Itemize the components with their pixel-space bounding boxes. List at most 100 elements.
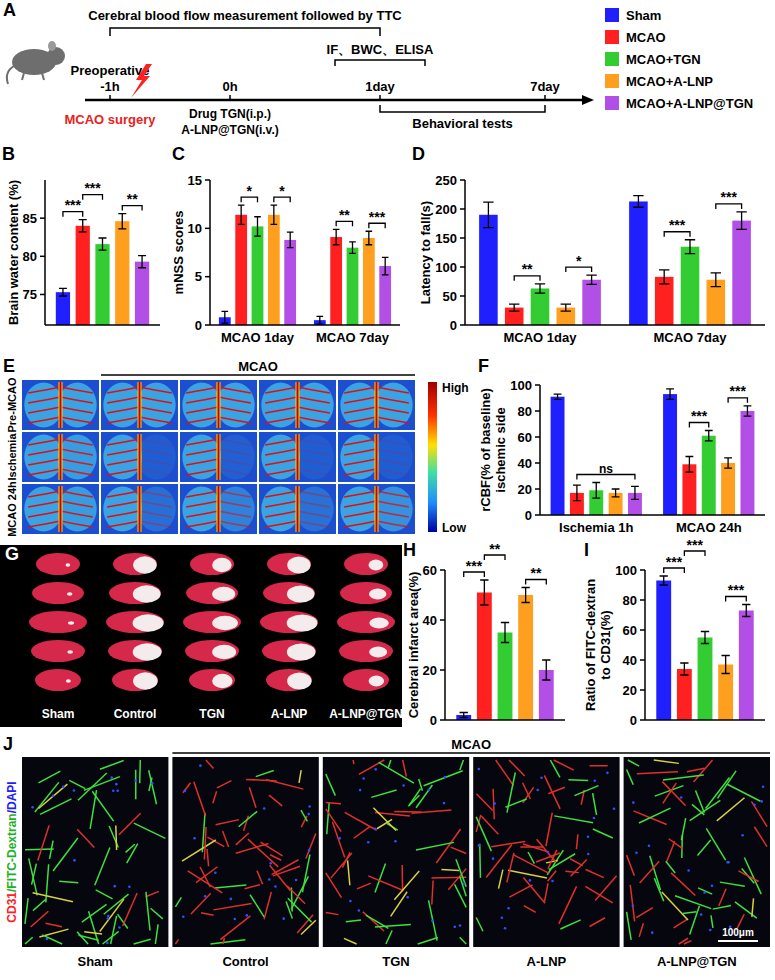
midline-vessel xyxy=(375,382,379,428)
hemisphere xyxy=(137,435,176,480)
vessel xyxy=(306,833,316,858)
row-label: Pre-MCAO xyxy=(6,377,18,432)
y-tick-label: 0 xyxy=(450,318,457,333)
bar-chart: D050100150200250Latency to fall(s)MCAO 1… xyxy=(412,144,765,345)
vessel xyxy=(84,777,120,791)
vessel xyxy=(690,800,721,820)
nucleus xyxy=(587,836,590,839)
error-bar xyxy=(701,632,709,644)
tile-ground xyxy=(180,484,257,534)
assay-bracket xyxy=(335,60,425,66)
significance-label: ns xyxy=(599,462,613,476)
vessel xyxy=(554,816,593,823)
legend-label: MCAO+A-LNP xyxy=(626,74,713,89)
vessel xyxy=(140,491,172,497)
vessel xyxy=(186,469,218,475)
y-axis-title: to CD31(%) xyxy=(598,610,613,679)
brain-slice xyxy=(32,582,84,604)
image-tile xyxy=(22,380,99,430)
vessel xyxy=(186,449,218,455)
vessel xyxy=(326,913,339,915)
tile-ground xyxy=(172,757,318,947)
vessel xyxy=(28,501,60,507)
hemisphere xyxy=(295,487,334,532)
y-tick xyxy=(440,619,445,621)
vessel xyxy=(706,778,730,809)
nucleus xyxy=(477,768,480,771)
vessel xyxy=(100,899,124,931)
y-tick-label: 80 xyxy=(518,404,532,419)
midline-vessel xyxy=(297,434,299,480)
brain-slice xyxy=(189,669,235,691)
vessel xyxy=(373,808,396,831)
error-bar xyxy=(238,205,245,224)
y-tick-label: 40 xyxy=(423,613,437,628)
vessel xyxy=(107,469,139,475)
significance-label: * xyxy=(247,183,253,199)
bar xyxy=(518,595,533,720)
vessel xyxy=(220,916,250,940)
vessel xyxy=(111,916,117,944)
vessel xyxy=(574,786,598,796)
error-bar xyxy=(633,196,643,208)
vessel xyxy=(298,501,330,507)
nucleus xyxy=(632,904,635,907)
vessel xyxy=(412,810,452,813)
image-tile xyxy=(22,484,99,534)
vessel xyxy=(61,417,93,423)
legend: ShamMCAOMCAO+TGNMCAO+A-LNPMCAO+A-LNP@TGN xyxy=(605,8,753,111)
nucleus xyxy=(263,807,266,810)
legend-label: MCAO+A-LNP@TGN xyxy=(626,96,753,111)
tile-ground xyxy=(101,484,178,534)
infarct-region xyxy=(287,672,311,689)
bar-chart: F020406080100rCBF(% of baseline)ischemic… xyxy=(478,356,765,535)
column-label: Control xyxy=(222,954,268,969)
vessel xyxy=(61,459,93,465)
nucleus xyxy=(536,789,539,792)
bar xyxy=(76,226,90,325)
vessel xyxy=(298,397,330,403)
vessel xyxy=(377,439,409,445)
legend-swatch xyxy=(605,52,619,66)
brain-slice xyxy=(35,669,81,691)
vessel xyxy=(344,449,376,455)
y-tick xyxy=(460,324,465,326)
y-tick xyxy=(640,629,645,631)
bar xyxy=(56,292,70,325)
vessel xyxy=(719,889,726,906)
y-tick xyxy=(535,514,540,516)
midline-vessel xyxy=(376,486,378,532)
vessel xyxy=(429,900,437,940)
vessel xyxy=(286,902,292,919)
x-axis xyxy=(210,324,400,326)
midline-vessel xyxy=(217,382,221,428)
hemisphere xyxy=(58,383,97,428)
nucleus xyxy=(507,907,510,910)
vessel xyxy=(671,873,695,896)
vessel xyxy=(520,846,543,848)
assay-label: IF、BWC、ELISA xyxy=(327,42,434,57)
vessel xyxy=(720,882,745,886)
vessel xyxy=(586,869,604,877)
vessel xyxy=(61,491,93,497)
scale-bar xyxy=(718,940,758,942)
error-bar xyxy=(509,304,519,311)
vessel xyxy=(217,781,231,788)
y-tick xyxy=(460,295,465,297)
error-bar xyxy=(666,389,674,399)
panel-letter: D xyxy=(412,144,425,164)
bar xyxy=(498,633,513,721)
y-tick xyxy=(205,228,210,230)
nucleus xyxy=(308,805,311,808)
vessel xyxy=(140,469,172,475)
vessel xyxy=(151,908,163,919)
brain-slice xyxy=(344,553,388,575)
column-label: Control xyxy=(114,707,157,721)
image-tile xyxy=(22,757,168,947)
stain-label-part: /DAPI xyxy=(5,781,19,813)
y-tick-label: 200 xyxy=(435,202,457,217)
y-axis xyxy=(464,180,466,325)
hemisphere xyxy=(103,435,142,480)
infarct-region xyxy=(133,672,158,689)
nucleus xyxy=(214,872,217,875)
